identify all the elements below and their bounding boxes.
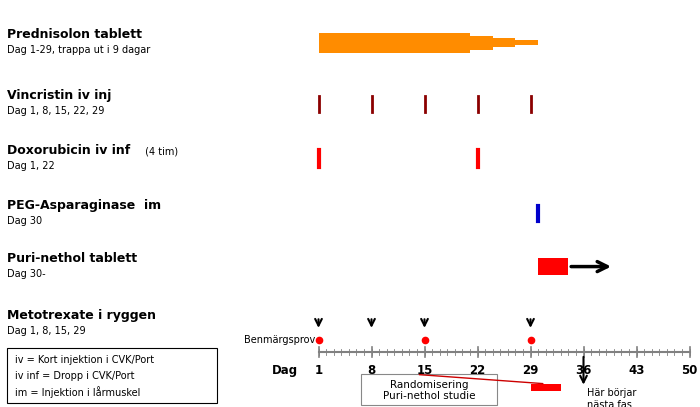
Text: 36: 36	[575, 364, 592, 377]
Text: Randomisering: Randomisering	[389, 380, 468, 390]
Bar	[318, 33, 470, 53]
Text: 15: 15	[416, 364, 433, 377]
Bar	[7, 348, 217, 403]
Text: Puri-nethol tablett: Puri-nethol tablett	[7, 252, 137, 265]
Text: Vincristin iv inj: Vincristin iv inj	[7, 89, 111, 102]
Text: Dag 30: Dag 30	[7, 216, 42, 226]
Text: 43: 43	[629, 364, 645, 377]
Text: 29: 29	[522, 364, 539, 377]
Text: iv = Kort injektion i CVK/Port: iv = Kort injektion i CVK/Port	[15, 355, 155, 365]
Text: Här börjar
nästa fas: Här börjar nästa fas	[587, 388, 636, 407]
Text: Benmärgsprov: Benmärgsprov	[244, 335, 315, 345]
Text: 8: 8	[368, 364, 376, 377]
Text: Doxorubicin iv inf: Doxorubicin iv inf	[7, 144, 130, 157]
Bar	[360, 374, 497, 405]
Bar	[515, 40, 538, 45]
Bar	[493, 38, 515, 48]
Text: Dag 1-29, trappa ut i 9 dagar: Dag 1-29, trappa ut i 9 dagar	[7, 45, 150, 55]
Text: iv inf = Dropp i CVK/Port: iv inf = Dropp i CVK/Port	[15, 371, 135, 381]
Text: Dag 1, 8, 15, 22, 29: Dag 1, 8, 15, 22, 29	[7, 106, 104, 116]
Text: Puri-nethol studie: Puri-nethol studie	[382, 391, 475, 401]
Text: Dag 30-: Dag 30-	[7, 269, 46, 279]
Text: Dag: Dag	[272, 364, 298, 377]
Text: Metotrexate i ryggen: Metotrexate i ryggen	[7, 309, 156, 322]
Text: Prednisolon tablett: Prednisolon tablett	[7, 28, 142, 41]
Text: 50: 50	[681, 364, 698, 377]
Text: 1: 1	[314, 364, 323, 377]
Text: im = Injektion i lårmuskel: im = Injektion i lårmuskel	[15, 386, 141, 398]
Bar	[470, 36, 493, 50]
Text: Dag 1, 8, 15, 29: Dag 1, 8, 15, 29	[7, 326, 85, 336]
Text: (4 tim): (4 tim)	[142, 147, 178, 157]
Text: 22: 22	[470, 364, 486, 377]
Bar	[538, 258, 568, 275]
Text: Dag 1, 22: Dag 1, 22	[7, 161, 55, 171]
Text: PEG-Asparaginase  im: PEG-Asparaginase im	[7, 199, 161, 212]
Bar	[531, 384, 561, 391]
